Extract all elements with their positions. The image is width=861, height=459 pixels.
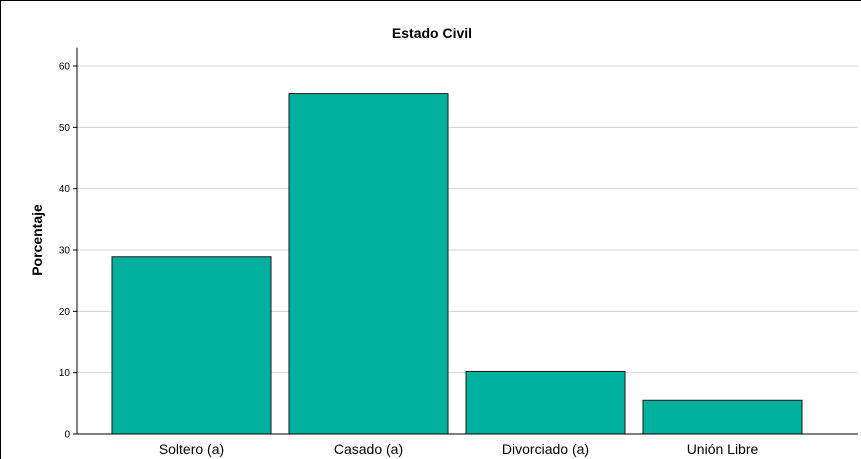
y-tick-label: 40 bbox=[59, 184, 71, 195]
y-tick-label: 50 bbox=[59, 123, 71, 134]
y-axis-label: Porcentaje bbox=[29, 204, 45, 276]
chart-title: Estado Civil bbox=[392, 25, 472, 41]
y-tick-label: 0 bbox=[64, 430, 70, 441]
bar-2 bbox=[465, 370, 626, 435]
axes bbox=[73, 47, 858, 435]
labels: Estado Civil Porcentaje Soltero (a) Casad… bbox=[29, 25, 759, 457]
y-tick-label: 20 bbox=[59, 307, 71, 318]
bar-1 bbox=[288, 93, 449, 435]
bars bbox=[111, 93, 803, 435]
x-tick-label: Soltero (a) bbox=[159, 441, 224, 457]
x-tick-label: Unión Libre bbox=[687, 441, 759, 457]
y-tick-label: 30 bbox=[59, 246, 71, 257]
bar-3 bbox=[642, 399, 803, 435]
y-tick-label: 60 bbox=[59, 62, 71, 73]
x-tick-label: Divorciado (a) bbox=[502, 441, 589, 457]
y-tick-label: 10 bbox=[59, 368, 71, 379]
x-tick-label: Casado (a) bbox=[334, 441, 403, 457]
bar-0 bbox=[111, 256, 272, 435]
